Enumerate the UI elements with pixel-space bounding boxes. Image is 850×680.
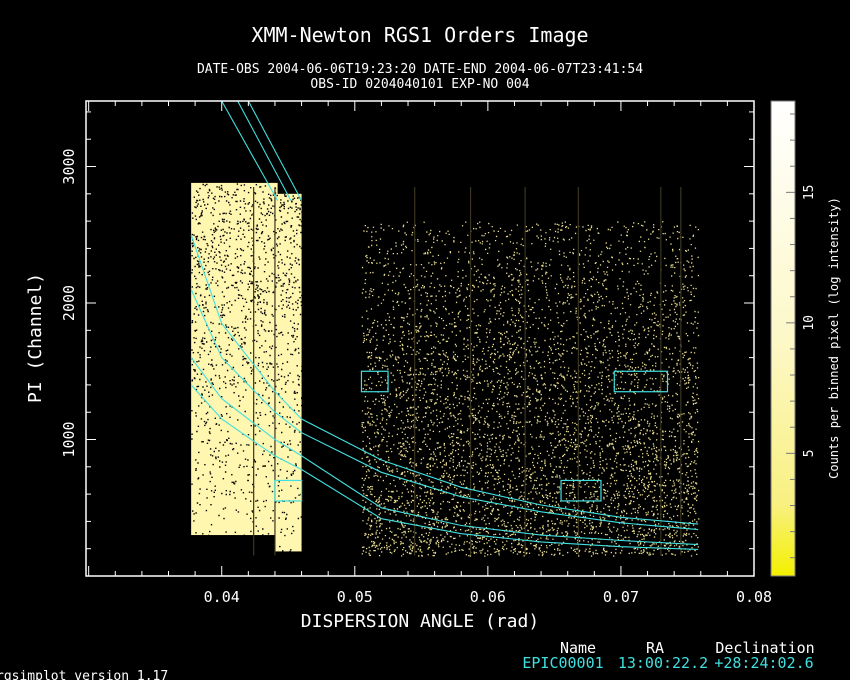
data-region-1	[274, 193, 302, 552]
colorbar-tick-label: 15	[802, 185, 817, 201]
order-curve-1	[190, 289, 699, 531]
x-tick-label: 0.05	[337, 588, 373, 606]
order-curve-steep-1	[237, 101, 292, 201]
chart-title: XMM-Newton RGS1 Orders Image	[251, 23, 588, 47]
order-curve-steep-0	[221, 101, 279, 201]
colorbar-label: Counts per binned pixel (log intensity)	[827, 197, 841, 479]
plot-area: 0.04 0.05 0.06 0.07 0.08 1000 2000 3000	[60, 100, 772, 606]
colorbar-tick-label: 10	[802, 315, 817, 331]
data-region-2-counts	[361, 221, 700, 557]
exclusion-box-2	[274, 479, 303, 502]
y-axis: 1000 2000 3000	[60, 111, 754, 550]
source-header-dec: Declination	[715, 639, 814, 657]
exclusion-box-1	[613, 370, 669, 393]
source-table: Name RA Declination EPIC00001 13:00:22.2…	[522, 639, 814, 672]
colorbar-ticks: 5 10 15	[786, 113, 817, 559]
plot-frame	[85, 100, 755, 577]
x-tick-label: 0.08	[736, 588, 772, 606]
colorbar-frame	[770, 100, 796, 577]
source-header-name: Name	[560, 639, 596, 657]
order-curve-2	[190, 357, 699, 546]
x-axis-label: DISPERSION ANGLE (rad)	[301, 611, 539, 632]
footer-version: rgsimplot version 1.17	[0, 669, 168, 680]
y-tick-label: 3000	[60, 148, 78, 184]
x-tick-label: 0.07	[603, 588, 639, 606]
x-tick-label: 0.06	[470, 588, 506, 606]
data-region-0-noise	[191, 183, 279, 537]
data-region-0	[191, 182, 278, 536]
chart-subtitle-dates: DATE-OBS 2004-06-06T19:23:20 DATE-END 20…	[197, 62, 643, 77]
colorbar-tick-label: 5	[802, 449, 817, 457]
order-curve-0	[190, 234, 699, 525]
x-tick-label: 0.04	[204, 588, 240, 606]
order-curves-layer	[190, 101, 699, 550]
y-tick-label: 1000	[60, 421, 78, 457]
chart-subtitle-obs: OBS-ID 0204040101 EXP-NO 004	[310, 77, 529, 92]
source-dec: +28:24:02.6	[714, 654, 813, 672]
x-axis: 0.04 0.05 0.06 0.07 0.08	[88, 101, 772, 606]
source-ra: 13:00:22.2	[618, 654, 708, 672]
exclusion-box-0	[360, 370, 389, 393]
colorbar	[771, 101, 795, 576]
exclusion-box-3	[560, 479, 602, 502]
order-curve-steep-2	[247, 101, 303, 201]
source-header-ra: RA	[646, 639, 664, 657]
order-curve-3	[190, 384, 699, 550]
y-axis-label: PI (Channel)	[25, 273, 46, 403]
image-data-layer	[191, 182, 700, 557]
source-name: EPIC00001	[522, 654, 603, 672]
y-tick-label: 2000	[60, 285, 78, 321]
